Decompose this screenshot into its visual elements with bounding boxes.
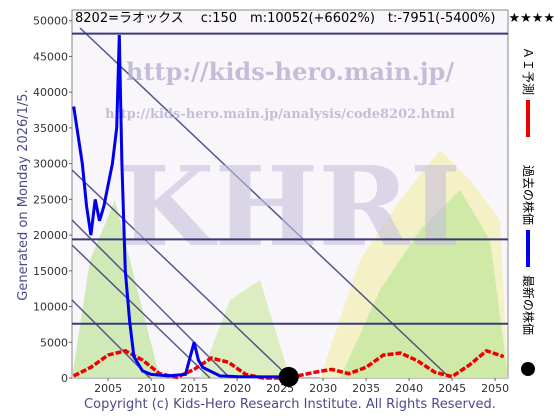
watermark: http://kids-hero.main.jp/ <box>126 57 454 86</box>
x-tick-label: 2035 <box>352 382 380 395</box>
y-tick-label: 50000 <box>33 15 68 28</box>
y-tick-label: 15000 <box>33 265 68 278</box>
legend-label: 過去の株価 <box>521 165 536 225</box>
x-tick-label: 2040 <box>395 382 423 395</box>
trend-lines <box>71 27 451 379</box>
legend-label: 最新の株価 <box>521 275 536 335</box>
y-tick-label: 45000 <box>33 50 68 63</box>
footer: Copyright (c) Kids-Hero Research Institu… <box>84 397 496 412</box>
x-tick-label: 2030 <box>309 382 337 395</box>
x-tick-label: 2010 <box>137 382 165 395</box>
side-note: Generated on Monday 2026/1/5. <box>16 89 31 300</box>
y-tick-label: 10000 <box>33 301 68 314</box>
band <box>72 200 160 378</box>
legend-swatch <box>521 362 535 376</box>
x-tick-label: 2005 <box>94 382 122 395</box>
y-tick-label: 30000 <box>33 158 68 171</box>
chart-title: 8202=ラオックス c:150 m:10052(+6602%) t:-7951… <box>75 11 555 26</box>
series-line <box>72 348 505 380</box>
y-tick-label: 5000 <box>40 336 68 349</box>
y-tick-label: 20000 <box>33 229 68 242</box>
x-tick-label: 2045 <box>438 382 466 395</box>
y-tick-label: 25000 <box>33 193 68 206</box>
band <box>200 280 290 378</box>
y-tick-label: 35000 <box>33 122 68 135</box>
band <box>340 190 508 378</box>
watermark: KHRI <box>119 142 461 271</box>
x-tick-label: 2015 <box>180 382 208 395</box>
watermark: http://kids-hero.main.jp/analysis/code82… <box>105 107 455 122</box>
y-tick-label: 40000 <box>33 86 68 99</box>
latest-price <box>278 366 299 387</box>
x-tick-label: 2050 <box>481 382 509 395</box>
y-tick-label: 0 <box>61 372 68 385</box>
series-line <box>72 34 288 379</box>
legend-label: ＡＩ予測 <box>521 47 535 95</box>
x-tick-label: 2020 <box>223 382 251 395</box>
